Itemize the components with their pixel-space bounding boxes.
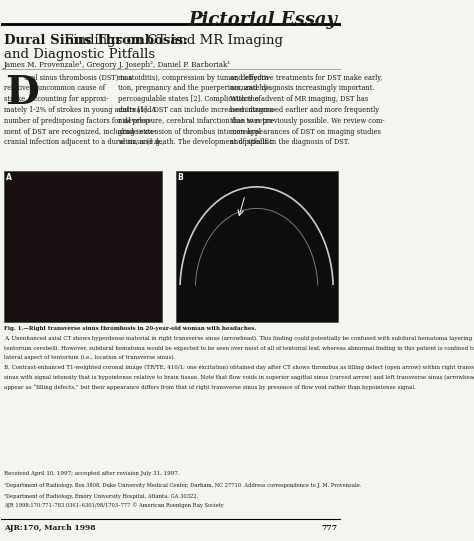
Text: veins, and death. The development of specific: veins, and death. The development of spe… (118, 138, 273, 146)
Text: been diagnosed earlier and more frequently: been diagnosed earlier and more frequent… (230, 106, 379, 114)
Text: Received April 10, 1997; accepted after revision July 31, 1997.: Received April 10, 1997; accepted after … (4, 471, 180, 476)
Text: grade extension of thrombus into cerebral: grade extension of thrombus into cerebra… (118, 128, 261, 135)
Text: number of predisposing factors for develop-: number of predisposing factors for devel… (4, 117, 152, 125)
Text: ²Department of Radiology, Emory University Hospital, Atlanta, GA 30322.: ²Department of Radiology, Emory Universi… (4, 494, 198, 499)
Text: stroke, accounting for approxi-: stroke, accounting for approxi- (4, 95, 109, 103)
Text: D: D (5, 74, 38, 111)
Text: A, Unenhanced axial CT shows hyperdense material in right transverse sinus (arro: A, Unenhanced axial CT shows hyperdense … (4, 336, 474, 341)
Text: and pitfalls in the diagnosis of DST.: and pitfalls in the diagnosis of DST. (230, 138, 350, 146)
Text: than was previously possible. We review com-: than was previously possible. We review … (230, 117, 385, 125)
Text: B: B (178, 173, 183, 182)
Text: nial pressure, cerebral infarction due to retro-: nial pressure, cerebral infarction due t… (118, 117, 274, 125)
Text: With the advent of MR imaging, DST has: With the advent of MR imaging, DST has (230, 95, 369, 103)
Text: accurate diagnosis increasingly important.: accurate diagnosis increasingly importan… (230, 84, 375, 93)
Text: ment of DST are recognized, including intra-: ment of DST are recognized, including in… (4, 128, 155, 135)
Text: AJR:170, March 1998: AJR:170, March 1998 (4, 524, 96, 532)
Text: AJR 1998;170:771–783 0361–6301/98/1703–777 © American Roentgen Ray Society: AJR 1998;170:771–783 0361–6301/98/1703–7… (4, 503, 224, 508)
Text: and effective treatments for DST make early,: and effective treatments for DST make ea… (230, 74, 383, 82)
Text: tion, pregnancy and the puerperium, and hy-: tion, pregnancy and the puerperium, and … (118, 84, 270, 93)
Text: mately 1-2% of strokes in young adults [1]. A: mately 1-2% of strokes in young adults [… (4, 106, 156, 114)
Text: tentorium cerebelli. However, subdural hematoma would be expected to be seen ove: tentorium cerebelli. However, subdural h… (4, 346, 474, 351)
Text: mastoiditis), compression by tumor, dehydra-: mastoiditis), compression by tumor, dehy… (118, 74, 271, 82)
Text: cranial infection adjacent to a dural sinus (e.g.,: cranial infection adjacent to a dural si… (4, 138, 164, 146)
Text: and Diagnostic Pitfalls: and Diagnostic Pitfalls (4, 48, 155, 61)
Text: James M. Provenzale¹, Gregory J. Joseph², Daniel P. Barboriak¹: James M. Provenzale¹, Gregory J. Joseph²… (4, 61, 231, 69)
Text: 777: 777 (321, 524, 337, 532)
Text: Pictorial Essay: Pictorial Essay (189, 11, 337, 30)
Text: Fig. 1.—Right transverse sinus thrombosis in 20-year-old woman with headaches.: Fig. 1.—Right transverse sinus thrombosi… (4, 326, 256, 331)
Text: A: A (6, 173, 12, 182)
Text: mon appearances of DST on imaging studies: mon appearances of DST on imaging studie… (230, 128, 381, 135)
Text: ural sinus thrombosis (DST) is a: ural sinus thrombosis (DST) is a (24, 74, 132, 82)
Text: percoagulable states [2]. Complications of: percoagulable states [2]. Complications … (118, 95, 261, 103)
Text: relatively uncommon cause of: relatively uncommon cause of (4, 84, 105, 93)
Text: Dural Sinus Thrombosis:: Dural Sinus Thrombosis: (4, 34, 188, 47)
FancyBboxPatch shape (4, 170, 162, 322)
Text: lateral aspect of tentorium (i.e., location of transverse sinus).: lateral aspect of tentorium (i.e., locat… (4, 355, 175, 360)
Text: B, Contrast-enhanced T1-weighted coronal image (TR/TE, 416/1; one excitation) ob: B, Contrast-enhanced T1-weighted coronal… (4, 365, 474, 370)
Text: Findings on CT and MR Imaging: Findings on CT and MR Imaging (60, 34, 283, 47)
Text: ¹Department of Radiology, Box 3808, Duke University Medical Center, Durham, NC 2: ¹Department of Radiology, Box 3808, Duke… (4, 483, 362, 488)
Text: sinus with signal intensity that is hypointense relative to brain tissue. Note t: sinus with signal intensity that is hypo… (4, 375, 474, 380)
Text: appear as “filling defects,” but their appearance differs from that of right tra: appear as “filling defects,” but their a… (4, 384, 416, 390)
FancyBboxPatch shape (176, 170, 337, 322)
Text: untreated DST can include increased intracra-: untreated DST can include increased intr… (118, 106, 275, 114)
